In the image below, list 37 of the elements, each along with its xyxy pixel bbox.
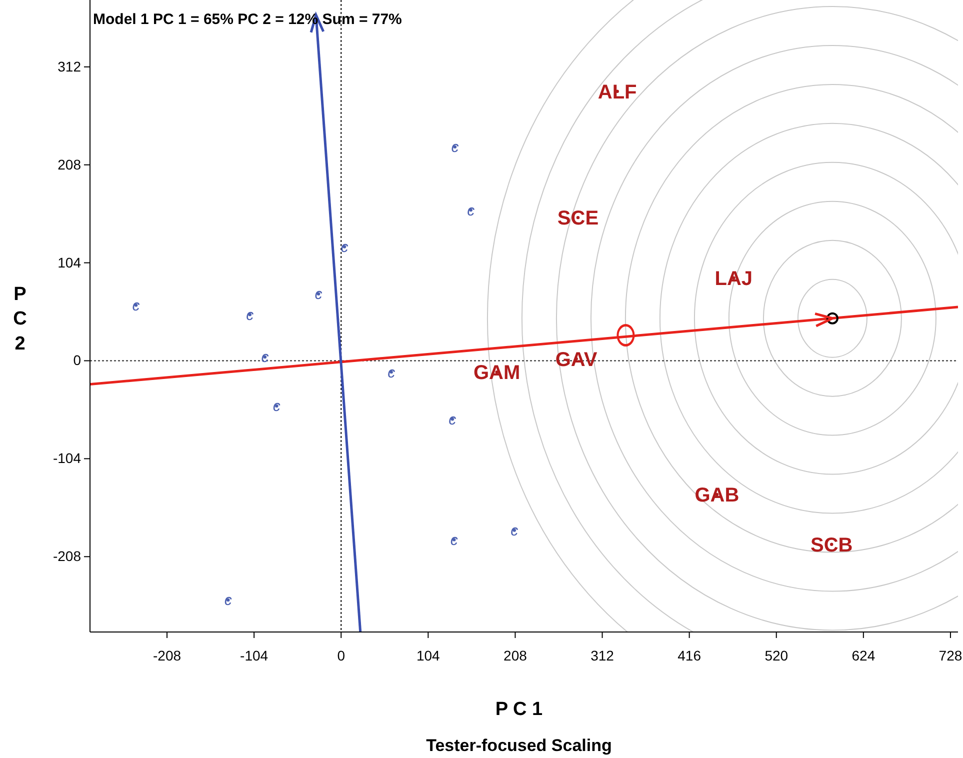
point: [616, 324, 635, 346]
data-label: LAJ: [714, 268, 753, 290]
x-tick-label: 0: [337, 648, 346, 664]
text: Tester-focused Scaling: [426, 736, 612, 755]
x-tick-label: 104: [416, 648, 440, 664]
x-tick-label: -208: [152, 648, 182, 664]
x-tick-label: 728: [938, 648, 962, 664]
x-tick-label: 208: [504, 648, 528, 664]
y-tick-label: -104: [52, 450, 82, 466]
x-axis-title: P C 1: [495, 699, 544, 720]
data-label: c: [467, 202, 476, 220]
data-label: c: [272, 398, 281, 416]
data-label: c: [132, 297, 140, 314]
y-tick-label: 104: [58, 254, 82, 270]
data-label: GAV: [555, 348, 598, 371]
y-tick-label: 208: [58, 156, 82, 172]
x-tick-label: 520: [764, 648, 788, 664]
data-label: ALF: [598, 81, 637, 104]
y-tick-label: 0: [73, 352, 82, 368]
data-label: c: [246, 306, 254, 324]
data-label: c: [450, 532, 458, 549]
data-label: GAM: [473, 362, 520, 384]
data-label: c: [510, 522, 519, 540]
data-label: SCB: [810, 534, 853, 556]
x-tick-label: 312: [590, 648, 614, 664]
data-label: GAB: [694, 484, 740, 506]
y-tick-label: 312: [58, 58, 82, 74]
y-axis-title: P C 2: [13, 284, 28, 354]
data-label: c: [224, 592, 232, 610]
x-tick-label: -104: [240, 648, 268, 664]
data-label: c: [448, 411, 457, 428]
x-tick-label: 624: [852, 648, 876, 664]
y-tick-label: -208: [52, 548, 82, 564]
data-label: c: [451, 139, 460, 156]
x-tick-label: 416: [678, 648, 702, 664]
data-label: SCE: [557, 208, 599, 230]
data-label: c: [388, 364, 396, 382]
